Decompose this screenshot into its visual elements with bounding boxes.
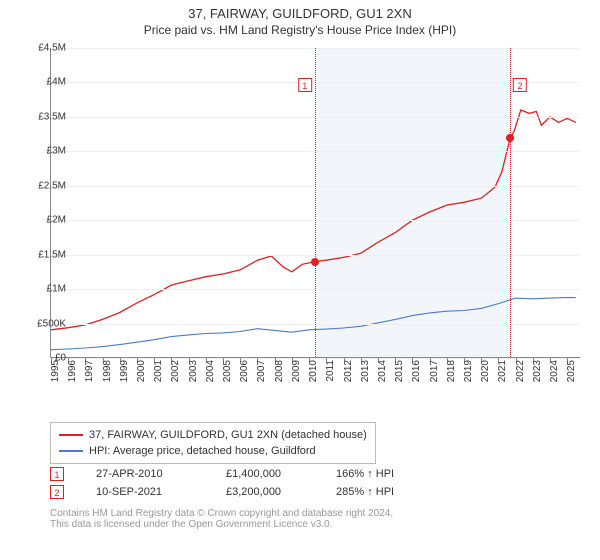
marker-dot	[506, 134, 514, 142]
x-tick-label: 1998	[102, 360, 113, 382]
marker-price-1: £1,400,000	[226, 468, 316, 480]
y-tick-label: £4M	[20, 77, 66, 88]
x-tick-label: 2013	[360, 360, 371, 382]
x-tick-label: 2005	[222, 360, 233, 382]
y-tick-label: £1.5M	[20, 249, 66, 260]
marker-date-1: 27-APR-2010	[96, 468, 206, 480]
title-address: 37, FAIRWAY, GUILDFORD, GU1 2XN	[0, 6, 600, 21]
x-tick-label: 1997	[84, 360, 95, 382]
x-tick-label: 2014	[377, 360, 388, 382]
x-tick-label: 2024	[549, 360, 560, 382]
footer-line-1: Contains HM Land Registry data © Crown c…	[50, 508, 393, 519]
marker-date-2: 10-SEP-2021	[96, 486, 206, 498]
x-tick-label: 2007	[256, 360, 267, 382]
y-tick-label: £1M	[20, 284, 66, 295]
x-tick-label: 2000	[136, 360, 147, 382]
x-tick-label: 2019	[463, 360, 474, 382]
legend-swatch-hpi	[59, 450, 83, 452]
marker-row-2: 2 10-SEP-2021 £3,200,000 285% ↑ HPI	[50, 483, 394, 501]
legend-item-price-paid: 37, FAIRWAY, GUILDFORD, GU1 2XN (detache…	[59, 427, 367, 443]
footer-attribution: Contains HM Land Registry data © Crown c…	[50, 508, 393, 530]
title-subtitle: Price paid vs. HM Land Registry's House …	[0, 23, 600, 37]
legend-swatch-price-paid	[59, 434, 83, 436]
marker-badge-on-chart: 2	[513, 78, 527, 92]
x-tick-label: 2011	[325, 360, 336, 382]
x-tick-label: 2015	[394, 360, 405, 382]
x-tick-label: 1995	[50, 360, 61, 382]
x-tick-label: 2003	[188, 360, 199, 382]
marker-badge-on-chart: 1	[298, 78, 312, 92]
y-tick-label: £2M	[20, 215, 66, 226]
legend-label-price-paid: 37, FAIRWAY, GUILDFORD, GU1 2XN (detache…	[89, 429, 367, 441]
marker-badge-2: 2	[50, 485, 64, 499]
legend: 37, FAIRWAY, GUILDFORD, GU1 2XN (detache…	[50, 422, 376, 464]
marker-hpi-2: 285% ↑ HPI	[336, 486, 394, 498]
x-tick-label: 2012	[343, 360, 354, 382]
x-tick-label: 2018	[446, 360, 457, 382]
marker-badge-1: 1	[50, 467, 64, 481]
y-tick-label: £3M	[20, 146, 66, 157]
marker-hpi-1: 166% ↑ HPI	[336, 468, 394, 480]
x-tick-label: 2021	[497, 360, 508, 382]
chart-lines-svg	[51, 48, 581, 358]
legend-label-hpi: HPI: Average price, detached house, Guil…	[89, 445, 316, 457]
x-tick-label: 2023	[532, 360, 543, 382]
y-tick-label: £500K	[20, 318, 66, 329]
chart-plot-area: 12	[50, 48, 580, 358]
x-tick-label: 2002	[170, 360, 181, 382]
x-tick-label: 1996	[67, 360, 78, 382]
x-tick-label: 2004	[205, 360, 216, 382]
x-tick-label: 2001	[153, 360, 164, 382]
x-tick-label: 2020	[480, 360, 491, 382]
x-tick-label: 2009	[291, 360, 302, 382]
marker-price-2: £3,200,000	[226, 486, 316, 498]
x-tick-label: 2008	[274, 360, 285, 382]
title-block: 37, FAIRWAY, GUILDFORD, GU1 2XN Price pa…	[0, 0, 600, 37]
x-tick-label: 2022	[515, 360, 526, 382]
footer-line-2: This data is licensed under the Open Gov…	[50, 519, 393, 530]
marker-dot	[311, 258, 319, 266]
x-tick-label: 2010	[308, 360, 319, 382]
chart-container: 37, FAIRWAY, GUILDFORD, GU1 2XN Price pa…	[0, 0, 600, 560]
x-tick-label: 2016	[411, 360, 422, 382]
marker-row-1: 1 27-APR-2010 £1,400,000 166% ↑ HPI	[50, 465, 394, 483]
markers-table: 1 27-APR-2010 £1,400,000 166% ↑ HPI 2 10…	[50, 465, 394, 501]
y-tick-label: £3.5M	[20, 111, 66, 122]
x-tick-label: 1999	[119, 360, 130, 382]
y-tick-label: £4.5M	[20, 43, 66, 54]
y-tick-label: £2.5M	[20, 180, 66, 191]
legend-item-hpi: HPI: Average price, detached house, Guil…	[59, 443, 367, 459]
x-tick-label: 2025	[566, 360, 577, 382]
x-tick-label: 2006	[239, 360, 250, 382]
x-tick-label: 2017	[429, 360, 440, 382]
